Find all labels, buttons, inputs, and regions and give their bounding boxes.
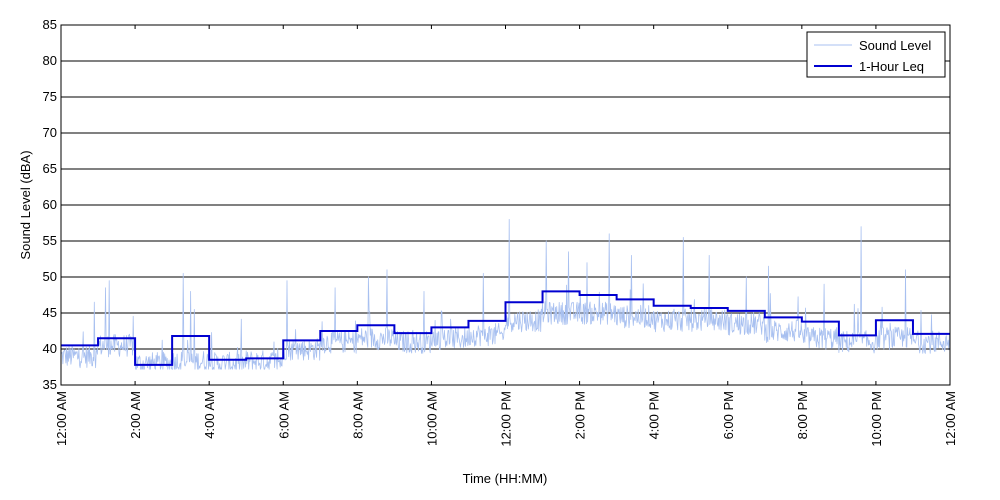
x-tick-label-10: 8:00 PM (795, 391, 810, 439)
y-tick-label-9: 80 (43, 53, 57, 68)
gridlines (61, 60, 950, 350)
x-axis-ticks: 12:00 AM 2:00 AM 4:00 AM 6:00 AM 8:00 AM 10:0… (54, 25, 958, 447)
x-tick-label-9: 6:00 PM (721, 391, 736, 439)
y-tick-label-6: 65 (43, 161, 57, 176)
y-tick-label-1: 40 (43, 341, 57, 356)
x-tick-label-11: 10:00 PM (869, 391, 884, 447)
leq-line (61, 290, 950, 366)
x-tick-label-3: 6:00 AM (276, 391, 291, 439)
y-tick-label-8: 75 (43, 89, 57, 104)
x-tick-label-4: 8:00 AM (350, 391, 365, 439)
legend: Sound Level 1-Hour Leq (806, 31, 946, 78)
y-tick-label-7: 70 (43, 125, 57, 140)
legend-box (806, 31, 946, 78)
y-tick-label-2: 45 (43, 305, 57, 320)
legend-label-leq: 1-Hour Leq (859, 59, 924, 74)
legend-label-sound-level: Sound Level (859, 38, 931, 53)
y-tick-label-3: 50 (43, 269, 57, 284)
y-tick-label-10: 85 (43, 17, 57, 32)
x-axis-title: Time (HH:MM) (463, 471, 548, 486)
y-tick-label-5: 60 (43, 197, 57, 212)
x-tick-label-2: 4:00 AM (202, 391, 217, 439)
x-tick-label-6: 12:00 PM (499, 391, 514, 447)
y-axis-ticks: 35 40 45 50 55 60 65 70 75 80 85 (43, 17, 950, 392)
y-tick-label-0: 35 (43, 377, 57, 392)
x-tick-label-12: 12:00 AM (943, 391, 958, 446)
x-tick-label-5: 10:00 AM (424, 391, 439, 446)
plot-area (60, 24, 951, 386)
x-tick-label-0: 12:00 AM (54, 391, 69, 446)
y-tick-label-4: 55 (43, 233, 57, 248)
y-axis-title: Sound Level (dBA) (18, 150, 33, 259)
x-tick-label-1: 2:00 AM (128, 391, 143, 439)
x-tick-label-7: 2:00 PM (573, 391, 588, 439)
x-tick-label-8: 4:00 PM (647, 391, 662, 439)
